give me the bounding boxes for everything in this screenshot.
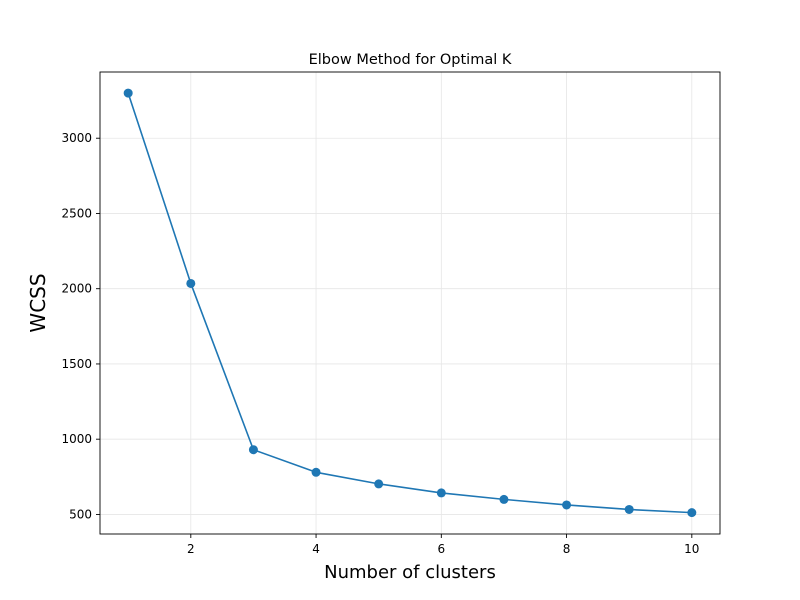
data-point-0-5 xyxy=(436,488,446,498)
y-tick-label-2: 1500 xyxy=(61,357,92,371)
y-tick-label-4: 2500 xyxy=(61,206,92,220)
grid xyxy=(100,72,720,534)
series-layer xyxy=(123,88,697,518)
data-point-0-3 xyxy=(311,467,321,477)
x-tick-label-0: 2 xyxy=(187,542,195,556)
data-point-0-0 xyxy=(123,88,133,98)
plot-frame xyxy=(99,71,721,535)
x-tick-label-1: 4 xyxy=(312,542,320,556)
y-tick-label-0: 500 xyxy=(69,507,92,521)
ticks: 2 4 6 8 10 500 1000 1500 2000 2500 3000 xyxy=(61,131,699,556)
series-line-0 xyxy=(127,92,692,514)
y-tick-label-1: 1000 xyxy=(61,432,92,446)
x-tick-label-4: 10 xyxy=(684,542,699,556)
data-point-0-9 xyxy=(687,508,697,518)
chart-title: Elbow Method for Optimal K xyxy=(309,52,512,68)
axes xyxy=(99,71,721,535)
x-axis-label: Number of clusters xyxy=(324,562,496,583)
data-point-0-7 xyxy=(562,500,572,510)
y-axis-label: WCSS xyxy=(26,273,50,332)
x-tick-label-2: 6 xyxy=(437,542,445,556)
y-tick-label-3: 2000 xyxy=(61,282,92,296)
data-point-0-6 xyxy=(499,494,509,504)
x-tick-label-3: 8 xyxy=(563,542,571,556)
y-tick-label-5: 3000 xyxy=(61,131,92,145)
data-point-0-4 xyxy=(374,479,384,489)
data-point-0-8 xyxy=(624,504,634,514)
data-point-0-1 xyxy=(186,278,196,288)
data-point-0-2 xyxy=(248,445,258,455)
